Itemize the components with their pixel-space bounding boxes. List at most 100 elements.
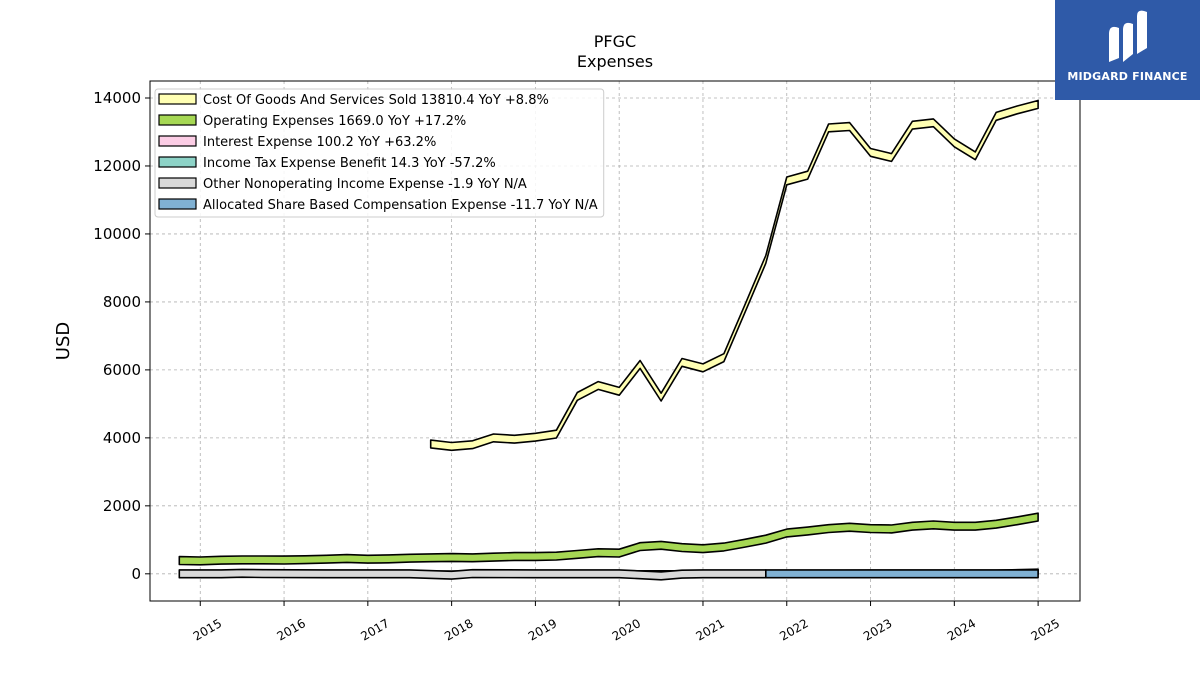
x-tick-label: 2022 [777, 616, 810, 643]
data-point [556, 556, 557, 557]
data-point [996, 573, 997, 574]
data-point [765, 573, 766, 574]
data-point [325, 573, 326, 574]
data-point [346, 558, 347, 559]
x-tick-label: 2020 [610, 616, 643, 643]
data-point [975, 155, 976, 156]
data-point [451, 446, 452, 447]
data-point [200, 560, 201, 561]
data-point [598, 552, 599, 553]
data-point [493, 557, 494, 558]
x-tick-label: 2016 [275, 616, 308, 643]
y-tick-label: 0 [131, 565, 141, 583]
data-point [660, 396, 661, 397]
data-point [535, 437, 536, 438]
plot-frame [149, 80, 1081, 602]
data-point [849, 126, 850, 127]
midgard-logo-icon [1109, 10, 1147, 62]
data-point [933, 122, 934, 123]
data-point [660, 545, 661, 546]
data-point [786, 573, 787, 574]
data-point [744, 308, 745, 309]
data-point [954, 526, 955, 527]
data-point [640, 574, 641, 575]
data-point [451, 575, 452, 576]
legend-swatch [158, 156, 197, 168]
legend-label: Interest Expense 100.2 YoY +63.2% [203, 135, 436, 150]
series-layer [178, 99, 1039, 581]
data-point [304, 559, 305, 560]
y-tick-label: 8000 [103, 293, 141, 311]
chart-title: PFGC [594, 32, 636, 51]
legend: Cost Of Goods And Services Sold 13810.4 … [154, 88, 605, 218]
x-tick-label: 2019 [526, 616, 559, 643]
series-area [764, 569, 1039, 579]
data-point [221, 560, 222, 561]
data-point [640, 364, 641, 365]
data-point [786, 532, 787, 533]
data-point [723, 357, 724, 358]
data-point [681, 547, 682, 548]
data-point [912, 125, 913, 126]
data-point [325, 559, 326, 560]
y-tick-label: 4000 [103, 429, 141, 447]
data-point [409, 558, 410, 559]
data-point [996, 116, 997, 117]
legend-label: Other Nonoperating Income Expense -1.9 Y… [203, 177, 527, 192]
data-point [891, 157, 892, 158]
data-point [179, 560, 180, 561]
data-point [514, 439, 515, 440]
data-point [472, 444, 473, 445]
data-point [1038, 104, 1039, 105]
data-point [744, 573, 745, 574]
data-point [702, 548, 703, 549]
data-point [535, 556, 536, 557]
data-point [828, 573, 829, 574]
data-point [807, 530, 808, 531]
series-area [178, 512, 1039, 566]
legend-frame [154, 88, 605, 218]
data-point [242, 559, 243, 560]
data-point [660, 575, 661, 576]
data-point [954, 142, 955, 143]
x-tick-label: 2015 [191, 616, 224, 643]
data-point [891, 528, 892, 529]
data-point [765, 539, 766, 540]
legend-swatch [158, 114, 197, 126]
legend-swatch [158, 135, 197, 147]
data-point [681, 574, 682, 575]
data-point [828, 127, 829, 128]
data-point [619, 391, 620, 392]
data-point [954, 573, 955, 574]
data-point [1038, 573, 1039, 574]
y-tick-label: 10000 [93, 225, 141, 243]
data-point [514, 556, 515, 557]
data-point [388, 558, 389, 559]
data-point [430, 443, 431, 444]
y-tick-label: 6000 [103, 361, 141, 379]
data-point [681, 362, 682, 363]
data-point [263, 573, 264, 574]
legend-label: Allocated Share Based Compensation Expen… [203, 198, 598, 213]
series-area [429, 99, 1039, 452]
series-band [764, 569, 1039, 579]
x-tick-label: 2017 [358, 616, 391, 643]
data-point [556, 434, 557, 435]
data-point [702, 367, 703, 368]
chart-subtitle: Expenses [577, 52, 653, 71]
data-point [263, 559, 264, 560]
data-point [179, 573, 180, 574]
data-point [1038, 516, 1039, 517]
data-point [640, 546, 641, 547]
data-point [849, 527, 850, 528]
data-point [472, 557, 473, 558]
data-point [1017, 520, 1018, 521]
legend-label: Income Tax Expense Benefit 14.3 YoY -57.… [203, 156, 496, 171]
x-tick-label: 2018 [442, 616, 475, 643]
data-point [577, 396, 578, 397]
x-tick-label: 2021 [693, 616, 726, 643]
data-point [409, 573, 410, 574]
data-point [493, 437, 494, 438]
series-area [178, 568, 767, 581]
